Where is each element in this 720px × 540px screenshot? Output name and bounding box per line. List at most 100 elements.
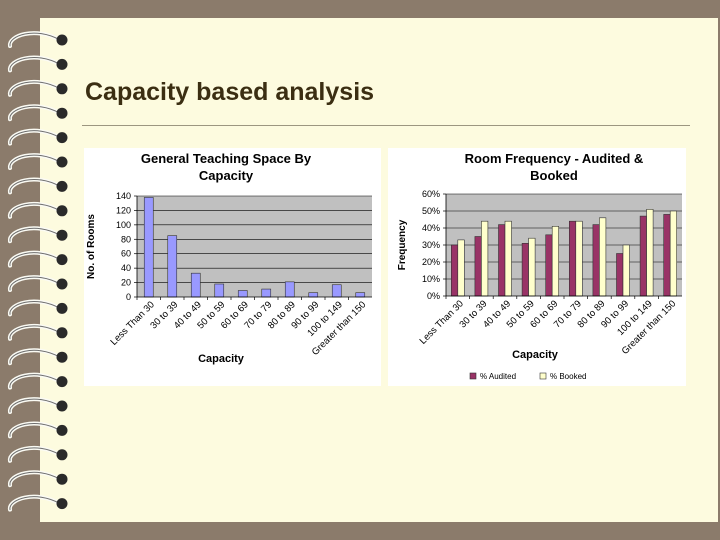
ring-hole xyxy=(56,327,68,339)
ring-wire-shadow xyxy=(9,496,61,511)
ring-wire-shadow xyxy=(9,252,61,267)
spiral-binding-ring-icon xyxy=(8,55,68,73)
ring-wire xyxy=(8,153,62,170)
ring-hole xyxy=(56,156,68,168)
ring-hole xyxy=(56,278,68,290)
spiral-binding-ring-icon xyxy=(8,470,68,488)
spiral-binding-ring-icon xyxy=(8,372,68,390)
ring-wire xyxy=(8,104,62,122)
ring-hole xyxy=(56,229,68,241)
spiral-binding-ring-icon xyxy=(8,494,68,512)
ring-wire-shadow xyxy=(9,179,61,193)
y-tick-label: 60 xyxy=(121,249,131,259)
title-divider xyxy=(82,125,690,126)
spiral-binding-ring-icon xyxy=(8,31,68,48)
y-tick-label: 10% xyxy=(422,274,440,284)
bar xyxy=(528,237,536,297)
y-tick-label: 30% xyxy=(422,240,440,250)
ring-hole xyxy=(56,34,68,46)
chart-title: Room Frequency - Audited & xyxy=(465,151,644,166)
spiral-binding-ring-icon xyxy=(8,226,68,244)
ring-wire xyxy=(8,55,62,73)
teaching-space-chart-svg: General Teaching Space By Capacity 0 20 40 60… xyxy=(86,151,372,365)
spiral-binding-ring-icon xyxy=(8,445,68,463)
bar xyxy=(599,217,607,297)
ring-hole xyxy=(56,254,68,266)
y-tick-label: 40% xyxy=(422,223,440,233)
ring-wire-shadow xyxy=(9,105,61,120)
chart-title: General Teaching Space By xyxy=(141,151,312,166)
ring-hole xyxy=(56,351,68,363)
ring-wire-shadow xyxy=(9,349,61,364)
spiral-binding-ring-icon xyxy=(8,299,68,317)
ring-wire xyxy=(8,494,62,512)
y-tick-label: 50% xyxy=(422,206,440,216)
ring-wire-shadow xyxy=(9,130,61,145)
bar xyxy=(521,243,529,297)
y-tick-label: 20% xyxy=(422,257,440,267)
legend-label: % Audited xyxy=(480,372,516,381)
ring-wire-shadow xyxy=(9,227,61,242)
ring-wire-shadow xyxy=(9,374,61,389)
ring-wire-shadow xyxy=(9,81,61,96)
bar xyxy=(457,239,465,297)
ring-hole xyxy=(56,424,68,436)
bar xyxy=(622,244,630,297)
bar xyxy=(639,215,647,297)
bar xyxy=(575,220,583,297)
ring-wire-shadow xyxy=(9,32,61,47)
spiral-binding-ring-icon xyxy=(8,348,68,366)
legend-swatch xyxy=(539,372,547,380)
bar xyxy=(237,290,248,298)
y-tick-label: 80 xyxy=(121,234,131,244)
ring-wire-shadow xyxy=(9,423,61,437)
ring-wire-shadow xyxy=(9,325,61,340)
ring-wire xyxy=(8,177,62,195)
ring-wire xyxy=(8,323,62,341)
y-tick-label: 0% xyxy=(427,291,440,301)
ring-wire xyxy=(8,348,62,366)
ring-hole xyxy=(56,302,68,314)
ring-wire xyxy=(8,201,62,219)
x-axis-label: Capacity xyxy=(198,353,245,365)
spiral-binding-ring-icon xyxy=(8,397,68,414)
ring-hole xyxy=(56,107,68,119)
y-tick-label: 0 xyxy=(126,292,131,302)
ring-wire xyxy=(8,470,62,488)
bar xyxy=(355,292,366,298)
y-tick-label: 140 xyxy=(116,191,131,201)
bar xyxy=(545,234,553,297)
ring-hole xyxy=(56,132,68,144)
ring-wire xyxy=(8,299,62,317)
ring-hole xyxy=(56,473,68,485)
spiral-binding-ring-icon xyxy=(8,201,68,219)
y-tick-label: 120 xyxy=(116,205,131,215)
spiral-binding-ring-icon xyxy=(8,323,68,341)
bar xyxy=(504,220,512,297)
spiral-binding-ring-icon xyxy=(8,104,68,122)
spiral-binding-ring-icon xyxy=(8,421,68,439)
ring-hole xyxy=(56,83,68,95)
y-tick-label: 100 xyxy=(116,220,131,230)
ring-hole xyxy=(56,449,68,461)
bar xyxy=(474,236,482,297)
bar xyxy=(308,292,319,298)
bar xyxy=(663,214,671,297)
room-frequency-chart-svg: Room Frequency - Audited & Booked 0% 10% 20%… xyxy=(397,151,682,381)
legend-label: % Booked xyxy=(550,372,586,381)
ring-wire-shadow xyxy=(9,57,61,71)
ring-wire xyxy=(8,445,62,463)
ring-wire-shadow xyxy=(9,203,61,218)
ring-wire xyxy=(8,397,62,414)
ring-hole xyxy=(56,376,68,388)
ring-wire-shadow xyxy=(9,154,61,169)
bar xyxy=(551,226,559,297)
bar xyxy=(190,272,201,298)
chart-title: Capacity xyxy=(199,168,254,183)
y-axis-label: No. of Rooms xyxy=(86,214,97,279)
bar xyxy=(498,224,506,297)
legend-swatch xyxy=(469,372,477,380)
x-axis-label: Capacity xyxy=(512,349,559,361)
ring-wire xyxy=(8,79,62,97)
y-tick-label: 40 xyxy=(121,263,131,273)
